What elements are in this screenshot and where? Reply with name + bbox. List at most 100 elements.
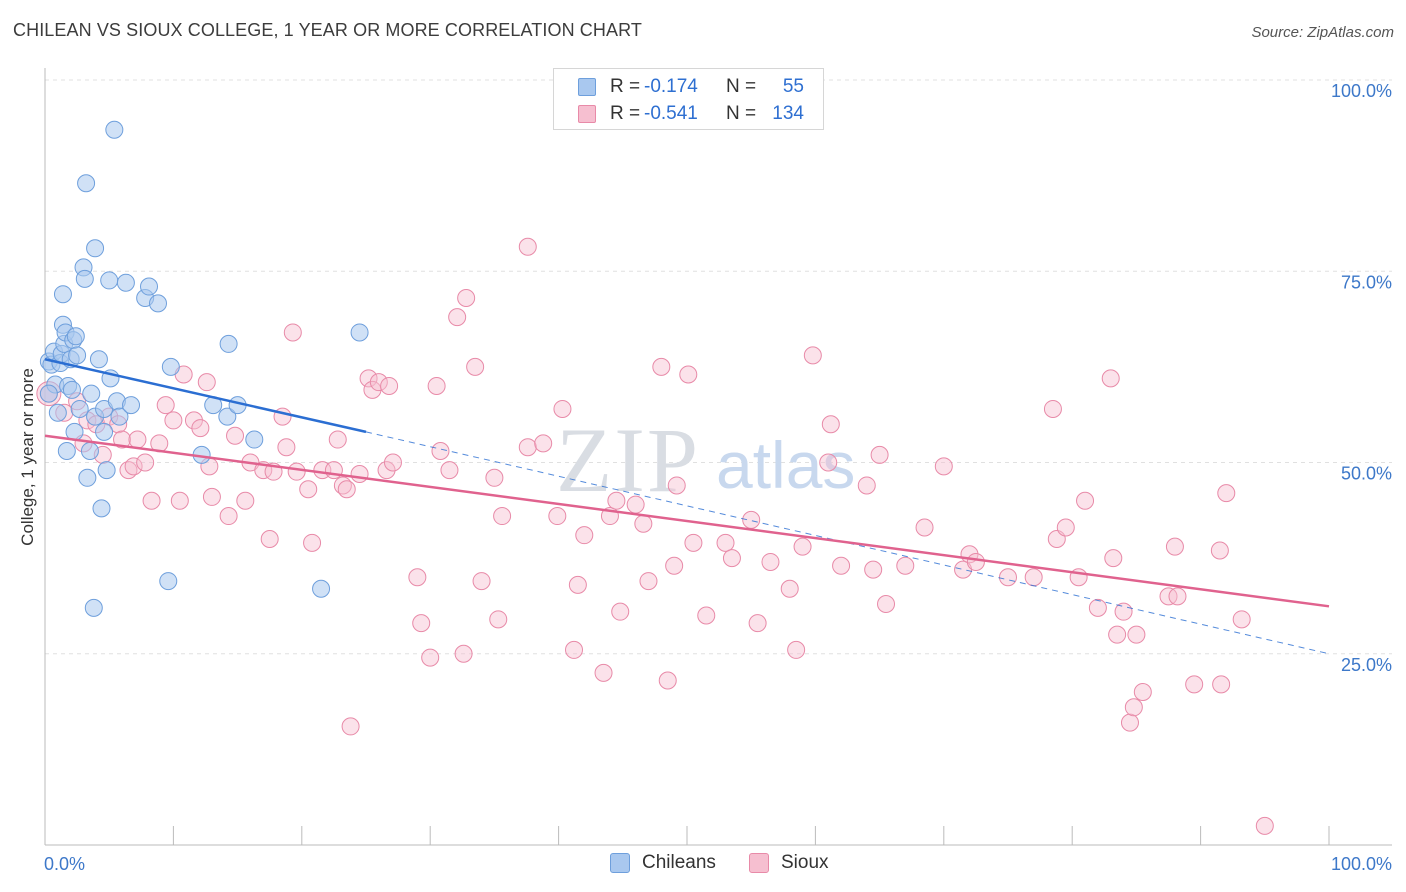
sioux-point	[1217, 484, 1236, 503]
legend-n-value: 134	[772, 103, 804, 124]
sioux-point	[857, 476, 876, 495]
sioux-point	[124, 457, 143, 476]
sioux-point	[915, 518, 934, 537]
sioux-point	[787, 640, 806, 659]
legend-r-label: R =	[610, 103, 641, 124]
sioux-point	[260, 530, 279, 548]
sioux-point	[877, 595, 896, 614]
legend-r-value: -0.174	[644, 76, 698, 97]
y-tick-label: 75.0%	[1341, 272, 1392, 292]
sioux-point	[575, 526, 594, 545]
sioux-point	[113, 430, 132, 449]
sioux-trend-line	[44, 434, 1330, 608]
chileans-point	[86, 239, 105, 258]
chileans-point	[53, 285, 72, 304]
chileans-point	[97, 461, 116, 480]
sioux-point	[380, 377, 399, 395]
sioux-point	[1168, 587, 1187, 606]
sioux-point	[283, 323, 302, 342]
correlation-legend: R = -0.174 N = 55 R = -0.541 N = 134	[553, 68, 824, 130]
sioux-point	[553, 399, 572, 418]
sioux-point	[156, 396, 175, 415]
sioux-point	[299, 480, 318, 499]
chileans-point	[39, 384, 58, 403]
sioux-point	[793, 537, 812, 556]
legend-label-sioux: Sioux	[781, 852, 829, 873]
sioux-point	[1101, 369, 1120, 388]
sioux-point	[565, 640, 584, 659]
tick-labels: 100.0% 75.0% 50.0% 25.0% 0.0% 100.0%	[44, 81, 1392, 874]
sioux-point	[665, 556, 684, 575]
sioux-point	[1104, 549, 1123, 568]
sioux-point	[1108, 625, 1127, 644]
chileans-point	[82, 384, 101, 403]
sioux-point	[722, 549, 741, 568]
sioux-point	[337, 480, 356, 499]
chileans-point	[148, 294, 167, 313]
legend-swatch-chileans	[610, 853, 630, 873]
sioux-point	[761, 552, 780, 571]
sioux-point	[202, 487, 221, 506]
chileans-point	[105, 120, 124, 139]
chileans-point	[161, 357, 180, 376]
legend-r-value: -0.541	[644, 103, 698, 124]
sioux-point	[742, 510, 761, 529]
legend-n-label: N =	[726, 76, 757, 97]
legend-n-label: N =	[726, 103, 757, 124]
sioux-point	[363, 380, 382, 399]
sioux-point	[568, 575, 587, 594]
chileans-point	[95, 422, 114, 441]
sioux-point	[658, 671, 677, 690]
chileans-point	[68, 346, 87, 365]
sioux-point	[466, 357, 485, 376]
sioux-point	[1185, 675, 1204, 694]
sioux-point	[611, 602, 630, 621]
sioux-point	[236, 491, 255, 510]
chileans-point	[57, 442, 76, 461]
trend-lines	[44, 358, 1330, 655]
chileans-point	[350, 323, 369, 342]
sioux-point	[1114, 602, 1133, 621]
x-tick-label: 100.0%	[1331, 854, 1392, 874]
sioux-point	[518, 237, 537, 256]
legend-swatch-chileans	[578, 78, 596, 96]
sioux-point	[277, 438, 296, 457]
sioux-point	[821, 415, 840, 434]
sioux-point	[870, 445, 889, 464]
chileans-point	[159, 572, 178, 591]
sioux-point	[652, 357, 671, 376]
sioux-point	[594, 663, 613, 682]
grid-lines	[45, 79, 1392, 655]
x-tick-label: 0.0%	[44, 854, 85, 874]
chileans-point	[218, 407, 237, 426]
legend-label-chileans: Chileans	[642, 852, 716, 873]
sioux-point	[626, 495, 645, 514]
sioux-point	[377, 461, 396, 480]
sioux-point	[667, 476, 686, 495]
chileans-point	[77, 174, 96, 193]
chileans-trend-line	[44, 358, 367, 434]
sioux-point	[1088, 598, 1107, 617]
sioux-point	[864, 560, 883, 579]
legend-item-chileans[interactable]: Chileans	[610, 852, 716, 874]
sioux-point	[634, 514, 653, 533]
sioux-point	[548, 507, 567, 526]
sioux-point	[697, 606, 716, 625]
chileans-point	[78, 468, 97, 487]
chileans-point	[122, 396, 141, 415]
chileans-point	[116, 273, 135, 292]
sioux-point	[142, 491, 161, 510]
sioux-point	[1133, 683, 1152, 701]
sioux-point	[679, 365, 698, 384]
sioux-point	[226, 426, 245, 445]
series-legend: Chileans Sioux	[0, 852, 1406, 878]
sioux-point	[359, 369, 378, 388]
sioux-point	[421, 648, 440, 667]
sioux-point	[1124, 698, 1143, 717]
legend-row-sioux: R = -0.541 N = 134	[578, 101, 804, 127]
legend-item-sioux[interactable]: Sioux	[749, 852, 829, 874]
axes	[44, 68, 1392, 846]
sioux-point	[383, 453, 402, 472]
legend-swatch-sioux	[578, 105, 596, 123]
sioux-point	[457, 289, 476, 308]
